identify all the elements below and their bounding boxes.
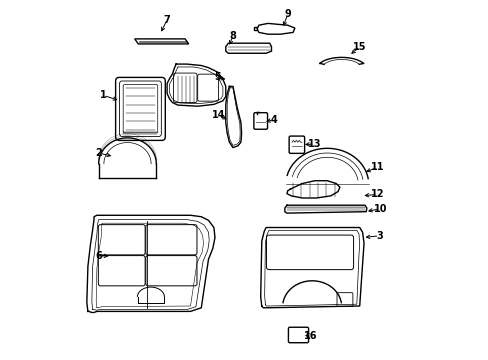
Text: 12: 12 (370, 189, 384, 199)
Text: 7: 7 (163, 15, 170, 25)
Text: 9: 9 (284, 9, 290, 19)
Text: 8: 8 (229, 31, 236, 41)
Text: 6: 6 (95, 251, 102, 261)
Text: 11: 11 (370, 162, 384, 172)
Text: 13: 13 (307, 139, 321, 149)
Text: 14: 14 (211, 110, 225, 120)
Text: 16: 16 (304, 330, 317, 341)
Text: 15: 15 (352, 42, 366, 52)
Text: 3: 3 (375, 231, 382, 241)
Text: 1: 1 (100, 90, 106, 100)
Text: 5: 5 (214, 72, 221, 82)
Text: 10: 10 (373, 204, 386, 214)
Text: 4: 4 (270, 114, 277, 125)
Text: 2: 2 (95, 148, 102, 158)
